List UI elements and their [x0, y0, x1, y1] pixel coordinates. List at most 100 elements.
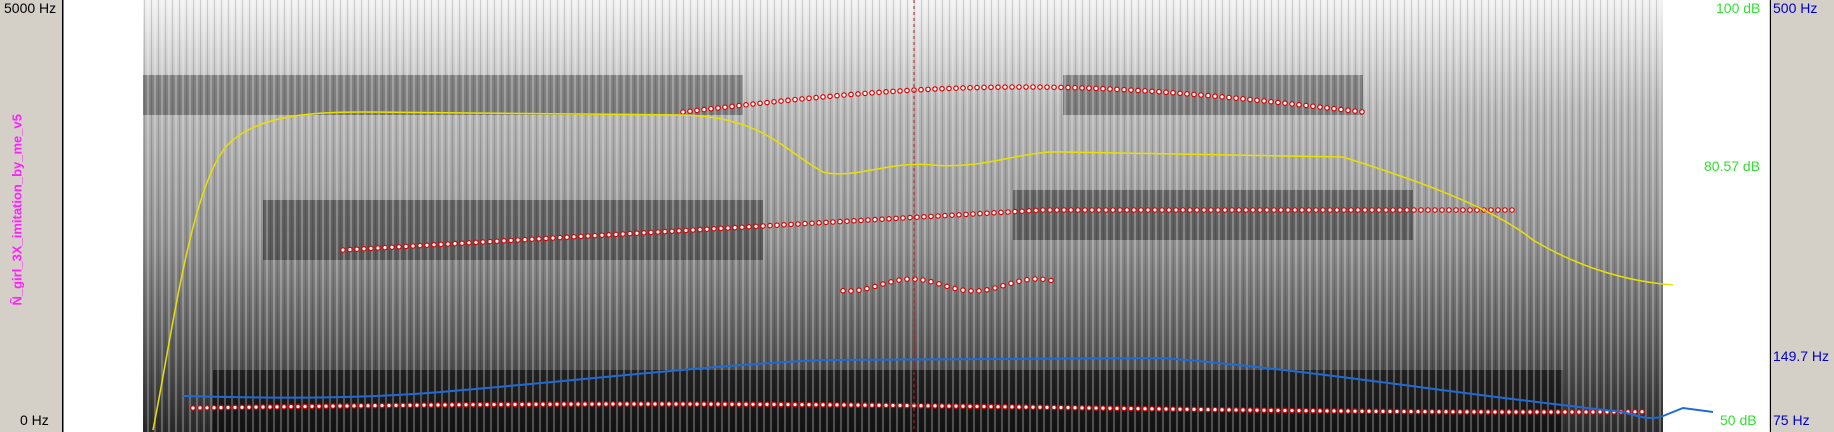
- formant-dot: [1464, 409, 1470, 415]
- formant-dot: [760, 223, 766, 229]
- formant-dot: [953, 85, 959, 91]
- formant-dot: [330, 403, 336, 409]
- formant-dot: [687, 108, 693, 114]
- formant-dot: [1065, 84, 1071, 91]
- formant-dot: [1268, 407, 1274, 414]
- formant-dot: [1198, 406, 1204, 413]
- formant-dot: [960, 85, 966, 91]
- formant-dot: [1173, 207, 1179, 213]
- formant-dot: [967, 84, 973, 91]
- formant-dot: [1180, 207, 1186, 213]
- formant-dot: [1016, 404, 1022, 410]
- formant-dot: [715, 105, 721, 111]
- intensity-max-label: 100 dB: [1716, 0, 1761, 16]
- formant-dot: [1117, 207, 1123, 213]
- formant-dot: [785, 97, 791, 104]
- formant-dot: [1492, 409, 1498, 415]
- formant-dot: [1513, 409, 1519, 415]
- formant-dot: [1348, 207, 1354, 213]
- formant-dot: [1124, 207, 1130, 213]
- spectrogram-canvas[interactable]: [63, 0, 1769, 432]
- formant-dot: [1338, 106, 1344, 113]
- formant-dot: [701, 401, 707, 407]
- formant-dot: [785, 401, 791, 408]
- formant-dot: [1443, 408, 1449, 415]
- formant-dot: [1208, 207, 1214, 213]
- formant-dot: [1040, 276, 1046, 283]
- formant-dot: [764, 401, 770, 408]
- formant-dot: [592, 232, 598, 239]
- formant-dot: [631, 401, 637, 407]
- formant-dot: [802, 220, 808, 227]
- formant-dot: [652, 401, 658, 407]
- formant-dot: [977, 210, 983, 217]
- formant-dot: [1187, 207, 1193, 213]
- formant-dot: [1467, 207, 1473, 213]
- formant-dot: [697, 226, 703, 233]
- formant-dot: [1485, 409, 1491, 415]
- formant-dot: [778, 98, 784, 104]
- formant-dot: [449, 402, 455, 408]
- formant-dot: [715, 401, 721, 407]
- formant-dot: [932, 403, 938, 409]
- formant-dot: [232, 404, 238, 411]
- formant-dot: [1107, 405, 1113, 412]
- formant-dot: [897, 88, 903, 94]
- formant-dot: [1296, 101, 1302, 108]
- formant-dot: [792, 401, 798, 408]
- formant-dot: [976, 288, 982, 294]
- formant-dot: [1408, 408, 1414, 415]
- formant-dot: [932, 86, 938, 92]
- formant-dot: [582, 401, 588, 407]
- formant-dot: [554, 401, 560, 407]
- formant-dot: [795, 221, 801, 227]
- formant-dot: [1079, 85, 1085, 91]
- formant-dot: [774, 222, 780, 229]
- formant-dot: [816, 220, 822, 226]
- formant-dot: [757, 100, 763, 107]
- formant-dot: [529, 236, 535, 243]
- formant-dot: [1376, 207, 1382, 213]
- formant-dot: [1380, 408, 1386, 415]
- formant-dot: [1212, 406, 1218, 413]
- formant-dot: [382, 244, 388, 251]
- formant-dot: [484, 401, 490, 408]
- formant-dot: [1397, 207, 1403, 213]
- formant-dot: [1058, 404, 1064, 411]
- formant-dot: [1103, 207, 1109, 213]
- formant-dot: [1254, 97, 1260, 104]
- formant-dot: [1100, 85, 1106, 92]
- pitch-axis: 500 Hz 149.7 Hz 75 Hz: [1770, 0, 1834, 432]
- pitch-cursor-value-label: 149.7 Hz: [1773, 348, 1830, 364]
- formant-dot: [260, 404, 266, 410]
- formant-dot: [1289, 101, 1295, 107]
- formant-dot: [1362, 207, 1368, 213]
- formant-dot: [851, 218, 857, 224]
- formant-dot: [1135, 405, 1141, 412]
- formant-dot: [848, 402, 854, 408]
- formant-dot: [655, 229, 661, 235]
- formant-dot: [855, 402, 861, 408]
- spectrogram-panel[interactable]: [63, 0, 1769, 432]
- formant-dot: [1061, 207, 1067, 213]
- formant-dot: [841, 402, 847, 408]
- formant-dot: [1068, 207, 1074, 213]
- formant-dot: [480, 239, 486, 245]
- formant-dot: [1215, 207, 1221, 213]
- formant-dot: [1345, 107, 1351, 114]
- formant-dot: [1275, 407, 1281, 414]
- formant-dot: [274, 404, 280, 410]
- formant-dot: [960, 287, 966, 293]
- formant-dot: [1317, 408, 1323, 414]
- formant-dot: [1201, 207, 1207, 213]
- formant-dot: [1002, 403, 1008, 410]
- formant-dot: [771, 98, 777, 105]
- formant-dot: [316, 403, 322, 410]
- formant-dot: [410, 243, 416, 249]
- formant-dot: [1205, 406, 1211, 413]
- formant-dot: [347, 246, 353, 253]
- formant-dot: [1040, 207, 1046, 213]
- formant-dot: [253, 404, 259, 410]
- formant-dot: [1292, 207, 1298, 213]
- formant-dot: [375, 245, 381, 251]
